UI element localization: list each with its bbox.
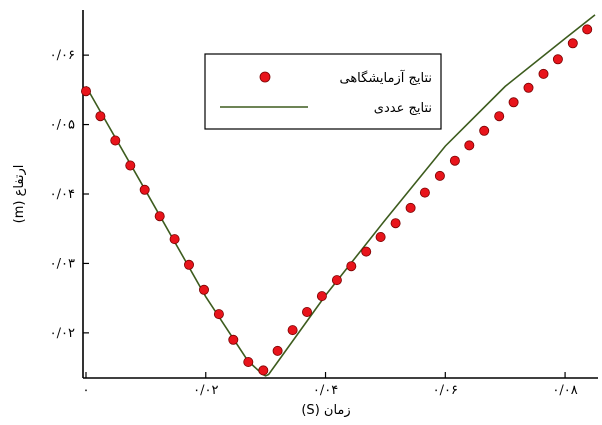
data-point xyxy=(139,184,150,195)
x-axis-title: زمان (S) xyxy=(301,403,350,418)
data-point xyxy=(213,309,224,320)
data-point xyxy=(582,24,593,35)
data-point xyxy=(243,356,254,367)
data-point xyxy=(405,202,416,213)
x-tick-label: ۰/۰۸ xyxy=(552,383,577,398)
data-point xyxy=(81,86,92,97)
series-line-numerical xyxy=(85,14,596,377)
data-point xyxy=(301,306,312,317)
data-point xyxy=(331,275,342,286)
axis-ticks: ۰ ۰/۰۲ ۰/۰۴ ۰/۰۶ ۰/۰۸ ۰/۰۲ ۰/۰۳ ۰/۰۴ ۰/۰۵ ۰/۰۶ xyxy=(50,48,578,398)
data-point xyxy=(375,231,386,242)
data-point xyxy=(567,38,578,49)
data-point xyxy=(198,284,209,295)
data-point xyxy=(508,97,519,108)
data-point xyxy=(346,261,357,272)
legend-marker-experimental xyxy=(259,71,271,83)
data-point xyxy=(95,111,106,122)
data-point xyxy=(390,218,401,229)
data-point xyxy=(494,111,505,122)
legend-label-experimental: نتایج آزمایشگاهی xyxy=(339,69,432,86)
data-point xyxy=(316,291,327,302)
data-point xyxy=(419,187,430,198)
legend-label-numerical: نتایج عددی xyxy=(374,101,432,116)
y-tick-label: ۰/۰۶ xyxy=(50,48,75,63)
data-point xyxy=(523,82,534,93)
y-tick-label: ۰/۰۴ xyxy=(50,187,75,202)
data-point xyxy=(449,155,460,166)
x-tick-label: ۰/۰۲ xyxy=(193,383,218,398)
data-point xyxy=(464,140,475,151)
legend: نتایج آزمایشگاهی نتایج عددی xyxy=(204,53,442,130)
data-point xyxy=(169,234,180,245)
data-point xyxy=(287,325,298,336)
plot-area: ۰ ۰/۰۲ ۰/۰۴ ۰/۰۶ ۰/۰۸ ۰/۰۲ ۰/۰۳ ۰/۰۴ ۰/۰۵ ۰/۰۶ xyxy=(50,10,598,398)
series-markers-experimental xyxy=(81,24,593,376)
legend-box xyxy=(204,53,442,130)
data-point xyxy=(110,135,121,146)
y-tick-label: ۰/۰۲ xyxy=(50,326,75,341)
x-tick-label: ۰ xyxy=(83,383,90,398)
data-point xyxy=(361,246,372,257)
data-point xyxy=(552,54,563,65)
data-point xyxy=(183,259,194,270)
y-tick-label: ۰/۰۳ xyxy=(50,256,75,271)
data-point xyxy=(538,68,549,79)
data-point xyxy=(479,125,490,136)
y-axis-title: ارتفاع (m) xyxy=(12,165,27,224)
data-point xyxy=(154,211,165,222)
x-tick-label: ۰/۰۶ xyxy=(433,383,458,398)
y-tick-label: ۰/۰۵ xyxy=(50,118,75,133)
data-point xyxy=(258,365,269,376)
data-point xyxy=(228,334,239,345)
x-tick-label: ۰/۰۴ xyxy=(313,383,338,398)
data-point xyxy=(272,345,283,356)
data-point xyxy=(434,170,445,181)
data-point xyxy=(125,160,136,171)
